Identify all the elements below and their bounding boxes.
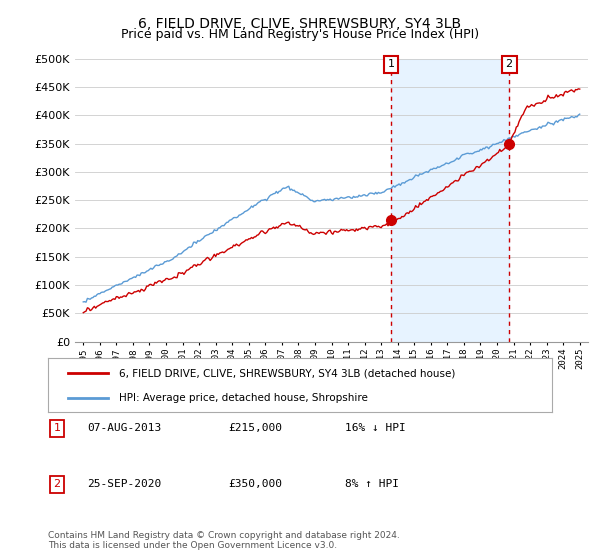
- Text: Contains HM Land Registry data © Crown copyright and database right 2024.
This d: Contains HM Land Registry data © Crown c…: [48, 530, 400, 550]
- Text: HPI: Average price, detached house, Shropshire: HPI: Average price, detached house, Shro…: [119, 393, 367, 403]
- Text: 1: 1: [53, 423, 61, 433]
- Text: 6, FIELD DRIVE, CLIVE, SHREWSBURY, SY4 3LB (detached house): 6, FIELD DRIVE, CLIVE, SHREWSBURY, SY4 3…: [119, 368, 455, 379]
- Text: 25-SEP-2020: 25-SEP-2020: [87, 479, 161, 489]
- Text: £215,000: £215,000: [228, 423, 282, 433]
- Text: 8% ↑ HPI: 8% ↑ HPI: [345, 479, 399, 489]
- Text: 16% ↓ HPI: 16% ↓ HPI: [345, 423, 406, 433]
- Text: 6, FIELD DRIVE, CLIVE, SHREWSBURY, SY4 3LB: 6, FIELD DRIVE, CLIVE, SHREWSBURY, SY4 3…: [139, 17, 461, 31]
- Text: £350,000: £350,000: [228, 479, 282, 489]
- Text: Price paid vs. HM Land Registry's House Price Index (HPI): Price paid vs. HM Land Registry's House …: [121, 28, 479, 41]
- Text: 1: 1: [388, 59, 395, 69]
- Text: 2: 2: [53, 479, 61, 489]
- Text: 07-AUG-2013: 07-AUG-2013: [87, 423, 161, 433]
- Text: 2: 2: [506, 59, 512, 69]
